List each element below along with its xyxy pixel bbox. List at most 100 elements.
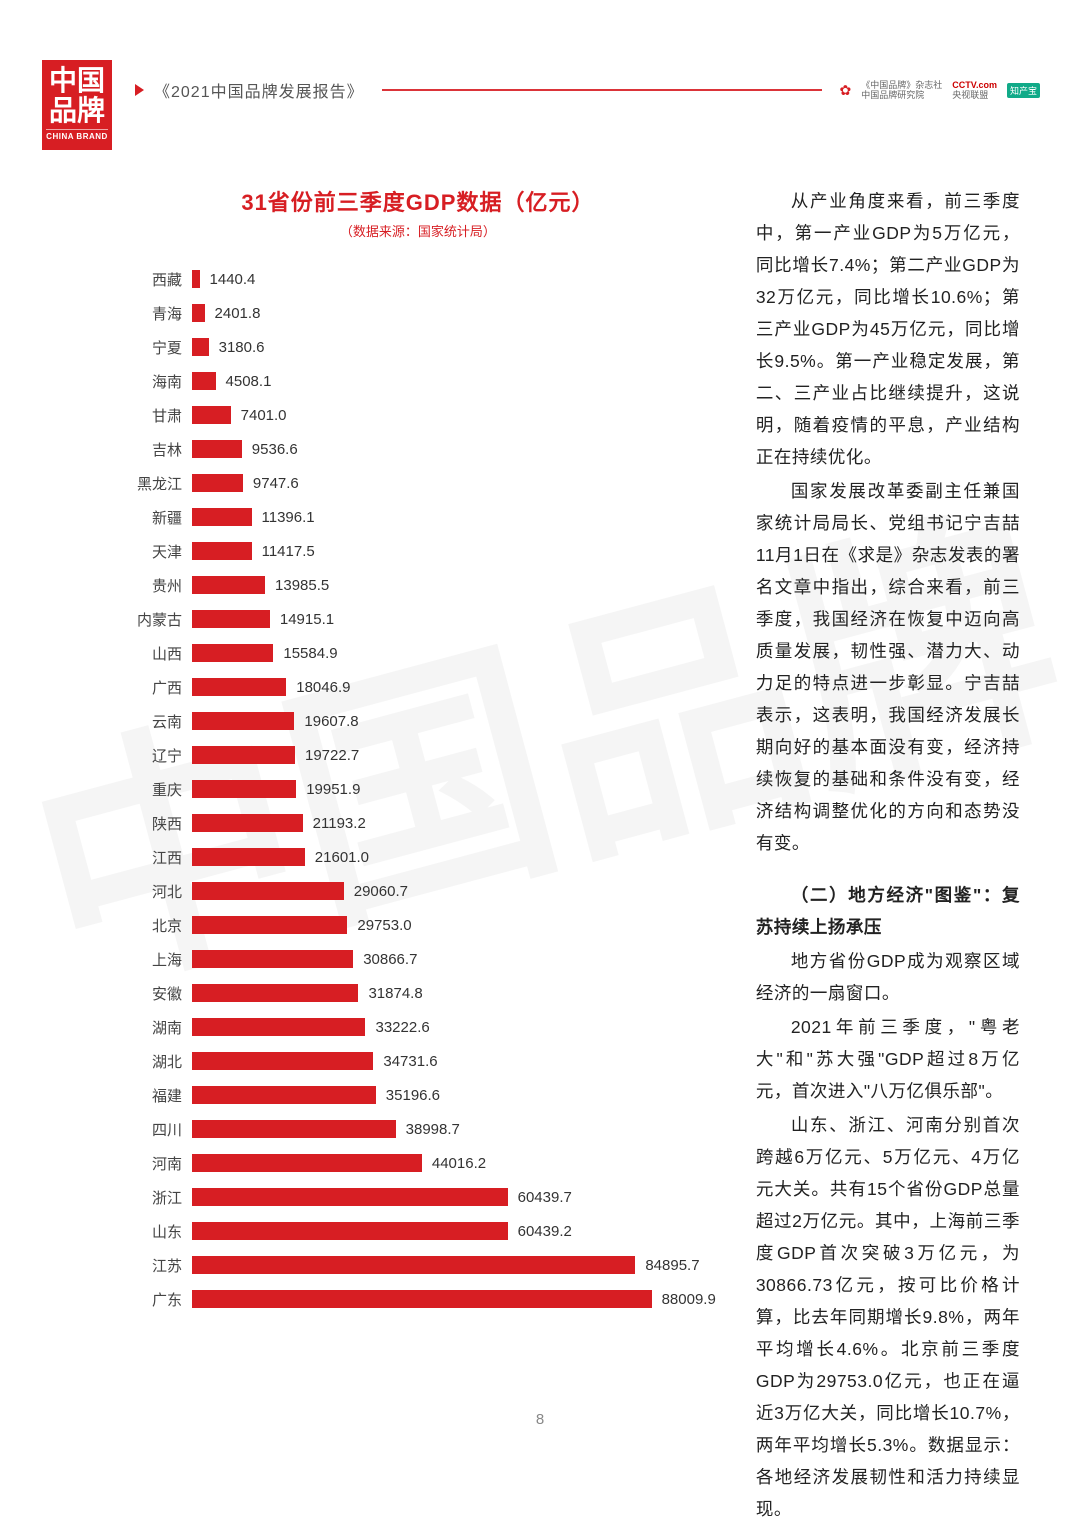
bar-label: 新疆 xyxy=(120,507,192,528)
bar-fill xyxy=(192,338,209,356)
logo-line1: 中国 xyxy=(42,66,112,96)
bar-label: 山西 xyxy=(120,643,192,664)
bar-row: 重庆 19951.9 xyxy=(120,772,716,806)
bar-value: 34731.6 xyxy=(383,1053,437,1070)
bar-label: 贵州 xyxy=(120,575,192,596)
bar-track: 31874.8 xyxy=(192,984,716,1002)
bar-label: 福建 xyxy=(120,1085,192,1106)
bar-row: 安徽 31874.8 xyxy=(120,976,716,1010)
bar-row: 新疆11396.1 xyxy=(120,500,716,534)
bar-fill xyxy=(192,644,273,662)
paragraph-2: 国家发展改革委副主任兼国家统计局局长、党组书记宁吉喆11月1日在《求是》杂志发表… xyxy=(756,475,1020,859)
header-rule xyxy=(382,89,822,91)
bar-track: 7401.0 xyxy=(192,406,716,424)
bar-value: 19951.9 xyxy=(306,781,360,798)
bar-fill xyxy=(192,1154,422,1172)
bar-fill xyxy=(192,1290,652,1308)
bar-track: 2401.8 xyxy=(192,304,716,322)
bar-fill xyxy=(192,882,344,900)
bar-label: 内蒙古 xyxy=(120,609,192,630)
bar-fill xyxy=(192,916,347,934)
bar-track: 29060.7 xyxy=(192,882,716,900)
bar-value: 2401.8 xyxy=(215,305,261,322)
bar-fill xyxy=(192,406,231,424)
bar-fill xyxy=(192,984,358,1002)
bar-label: 江苏 xyxy=(120,1255,192,1276)
bar-value: 19722.7 xyxy=(305,747,359,764)
bar-track: 30866.7 xyxy=(192,950,716,968)
bar-value: 9536.6 xyxy=(252,441,298,458)
bar-track: 21601.0 xyxy=(192,848,716,866)
bar-value: 29060.7 xyxy=(354,883,408,900)
bar-label: 山东 xyxy=(120,1221,192,1242)
bar-row: 西藏1440.4 xyxy=(120,262,716,296)
bar-value: 13985.5 xyxy=(275,577,329,594)
bar-value: 31874.8 xyxy=(368,985,422,1002)
bar-label: 天津 xyxy=(120,541,192,562)
header-left: 《2021中国品牌发展报告》 xyxy=(135,78,364,102)
partner1-top: 《中国品牌》杂志社 xyxy=(861,80,942,90)
bar-row: 四川38998.7 xyxy=(120,1112,716,1146)
bar-track: 14915.1 xyxy=(192,610,716,628)
bar-label: 西藏 xyxy=(120,269,192,290)
bar-value: 60439.7 xyxy=(518,1189,572,1206)
bar-label: 辽宁 xyxy=(120,745,192,766)
bar-value: 84895.7 xyxy=(645,1257,699,1274)
bar-label: 广东 xyxy=(120,1289,192,1310)
bar-value: 30866.7 xyxy=(363,951,417,968)
bar-row: 浙江60439.7 xyxy=(120,1180,716,1214)
logo-line2: 品牌 xyxy=(42,96,112,126)
bar-label: 安徽 xyxy=(120,983,192,1004)
bar-track: 19607.8 xyxy=(192,712,716,730)
bar-value: 44016.2 xyxy=(432,1155,486,1172)
bar-label: 甘肃 xyxy=(120,405,192,426)
bar-fill xyxy=(192,576,265,594)
bar-fill xyxy=(192,1052,373,1070)
bar-track: 11417.5 xyxy=(192,542,716,560)
bar-label: 重庆 xyxy=(120,779,192,800)
bar-track: 9747.6 xyxy=(192,474,716,492)
partner3-label: 知产宝 xyxy=(1010,86,1037,96)
bar-track: 34731.6 xyxy=(192,1052,716,1070)
bar-fill xyxy=(192,474,243,492)
bar-row: 广东 88009.9 xyxy=(120,1282,716,1316)
bar-fill xyxy=(192,1086,376,1104)
bar-fill xyxy=(192,1120,396,1138)
bar-value: 60439.2 xyxy=(518,1223,572,1240)
bar-track: 18046.9 xyxy=(192,678,716,696)
bar-row: 广西18046.9 xyxy=(120,670,716,704)
partner-logos: ✿ 《中国品牌》杂志社 中国品牌研究院 CCTV.com 央视联盟 知产宝 xyxy=(840,80,1040,100)
bar-track: 84895.7 xyxy=(192,1256,716,1274)
partner2-label: CCTV.com xyxy=(952,80,997,90)
bar-label: 湖北 xyxy=(120,1051,192,1072)
bar-track: 19722.7 xyxy=(192,746,716,764)
bar-row: 江西21601.0 xyxy=(120,840,716,874)
bar-value: 88009.9 xyxy=(662,1291,716,1308)
bar-value: 35196.6 xyxy=(386,1087,440,1104)
bar-row: 青海2401.8 xyxy=(120,296,716,330)
bar-value: 9747.6 xyxy=(253,475,299,492)
paragraph-5: 山东、浙江、河南分别首次跨越6万亿元、5万亿元、4万亿元大关。共有15个省份GD… xyxy=(756,1109,1020,1525)
bar-row: 陕西21193.2 xyxy=(120,806,716,840)
bar-fill xyxy=(192,1222,508,1240)
bar-value: 21601.0 xyxy=(315,849,369,866)
section-heading: （二）地方经济"图鉴"：复苏持续上扬承压 xyxy=(756,879,1020,943)
bar-fill xyxy=(192,780,296,798)
bar-row: 山东 60439.2 xyxy=(120,1214,716,1248)
logo-en: CHINA BRAND xyxy=(46,129,108,141)
chart-column: 31省份前三季度GDP数据（亿元） （数据来源：国家统计局） 西藏1440.4青… xyxy=(120,185,716,1386)
bar-label: 黑龙江 xyxy=(120,473,192,494)
bar-value: 38998.7 xyxy=(406,1121,460,1138)
bar-track: 60439.2 xyxy=(192,1222,716,1240)
bar-label: 上海 xyxy=(120,949,192,970)
bar-fill xyxy=(192,1256,635,1274)
bar-row: 山西15584.9 xyxy=(120,636,716,670)
bar-row: 湖南33222.6 xyxy=(120,1010,716,1044)
bar-label: 河北 xyxy=(120,881,192,902)
bar-label: 陕西 xyxy=(120,813,192,834)
bar-fill xyxy=(192,610,270,628)
paragraph-4: 2021年前三季度，"粤老大"和"苏大强"GDP超过8万亿元，首次进入"八万亿俱… xyxy=(756,1011,1020,1107)
bar-label: 宁夏 xyxy=(120,337,192,358)
brand-logo: 中国 品牌 CHINA BRAND xyxy=(42,60,112,150)
bar-row: 甘肃7401.0 xyxy=(120,398,716,432)
